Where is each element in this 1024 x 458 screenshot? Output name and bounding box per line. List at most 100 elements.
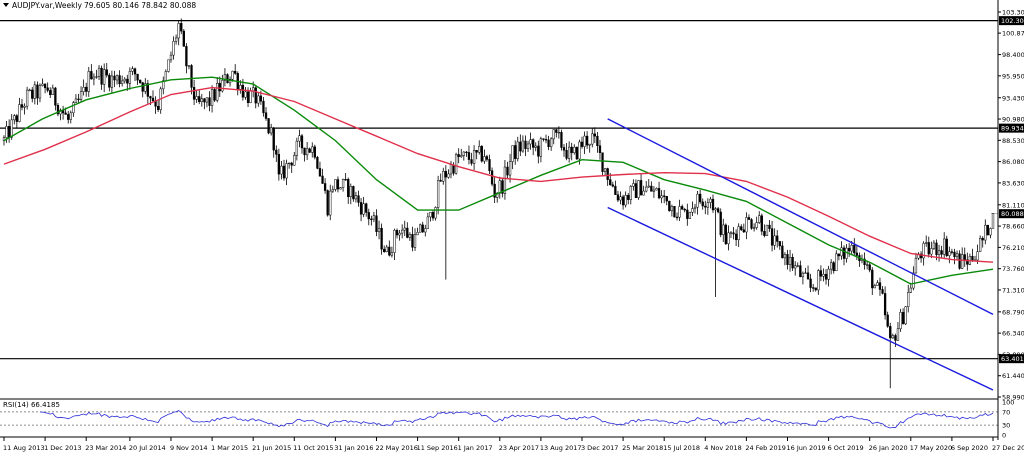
candle-body	[881, 289, 884, 294]
candle-body	[10, 119, 13, 138]
candle-body	[591, 133, 594, 145]
candle-body	[406, 227, 409, 238]
candle-body	[953, 251, 956, 258]
candle-body	[950, 251, 954, 253]
candle-body	[937, 250, 941, 255]
candle-body	[74, 98, 78, 103]
candle-body	[388, 246, 391, 256]
candle-body	[729, 232, 733, 234]
candle-body	[660, 195, 663, 199]
candle-body	[755, 222, 758, 228]
candle-body	[932, 242, 936, 249]
triangle-down-icon[interactable]	[3, 3, 9, 7]
candle-body	[398, 232, 401, 236]
time-tick-label: 27 Dec 2020	[992, 444, 1024, 452]
candle-body	[156, 106, 160, 110]
time-tick-label: 16 Jun 2019	[786, 444, 825, 452]
candle-body	[639, 180, 643, 196]
candle-body	[734, 233, 738, 241]
candle-body	[550, 138, 553, 147]
candle-body	[752, 227, 756, 229]
candle-body	[794, 265, 797, 269]
candle-body	[919, 253, 923, 259]
price-tick-label: 93.430	[1002, 94, 1024, 102]
candle-body	[770, 228, 774, 246]
candle-body	[724, 224, 727, 245]
candle-body	[200, 98, 203, 102]
level-price-label: 89.934	[1001, 125, 1024, 133]
candle-body	[912, 272, 915, 289]
candle-body	[123, 78, 126, 82]
candle-body	[226, 74, 229, 84]
candle-body	[786, 254, 789, 265]
price-tick-label: 100.870	[1002, 30, 1024, 38]
candle-body	[480, 146, 483, 162]
candle-body	[963, 254, 966, 260]
candle-body	[722, 224, 725, 236]
current-price-label: 80.088	[1001, 210, 1024, 218]
candle-body	[709, 198, 712, 203]
candle-body	[514, 145, 517, 159]
candle-body	[285, 163, 288, 179]
candle-body	[832, 262, 835, 272]
candle-body	[948, 251, 951, 256]
candle-body	[714, 208, 717, 211]
candle-body	[511, 145, 514, 162]
candle-body	[914, 257, 918, 274]
candle-body	[955, 253, 959, 258]
candle-body	[935, 242, 938, 255]
trend-channel-line[interactable]	[607, 206, 994, 391]
candle-body	[519, 141, 522, 152]
candle-body	[121, 80, 124, 84]
candle-body	[41, 83, 44, 86]
candle-body	[454, 154, 458, 174]
candle-body	[765, 224, 769, 236]
candle-body	[413, 234, 417, 248]
rsi-tick-label: 30	[1002, 422, 1010, 430]
candle-body	[629, 186, 632, 200]
candle-body	[945, 238, 948, 256]
level-price-label: 102.307	[1001, 17, 1024, 25]
candle-body	[5, 126, 8, 138]
candle-body	[896, 328, 900, 341]
candle-body	[876, 282, 879, 286]
candle-body	[341, 179, 345, 188]
price-tick-label: 66.340	[1002, 330, 1024, 338]
candle-body	[287, 162, 291, 165]
candle-body	[180, 23, 183, 32]
symbol-title: AUDJPY.var,Weekly	[12, 1, 83, 10]
candle-body	[601, 152, 604, 172]
candle-body	[103, 69, 106, 85]
candle-body	[295, 140, 298, 156]
candle-body	[431, 212, 435, 219]
candle-body	[791, 256, 794, 269]
candle-body	[162, 80, 165, 90]
candle-body	[95, 76, 98, 78]
candle-body	[87, 71, 90, 92]
candle-body	[64, 112, 67, 115]
moving-average-line	[3, 76, 994, 285]
candle-body	[804, 272, 807, 274]
candle-body	[742, 229, 745, 233]
candle-body	[501, 180, 504, 194]
candle-body	[663, 195, 666, 197]
candle-body	[187, 65, 191, 67]
candle-body	[904, 306, 907, 325]
trend-channel-line[interactable]	[607, 118, 994, 315]
candle-body	[108, 74, 111, 88]
time-tick-label: 6 Sep 2020	[951, 444, 988, 452]
level-price-tag	[999, 354, 1024, 364]
candle-body	[827, 268, 830, 280]
candle-body	[727, 232, 730, 245]
time-tick-label: 4 Nov 2018	[704, 444, 742, 452]
candle-body	[293, 155, 296, 166]
candle-body	[958, 253, 961, 269]
candle-body	[806, 272, 810, 280]
candle-body	[452, 164, 455, 174]
candle-body	[419, 224, 422, 233]
candle-body	[257, 95, 260, 104]
candle-body	[185, 46, 188, 67]
candle-body	[614, 185, 617, 195]
